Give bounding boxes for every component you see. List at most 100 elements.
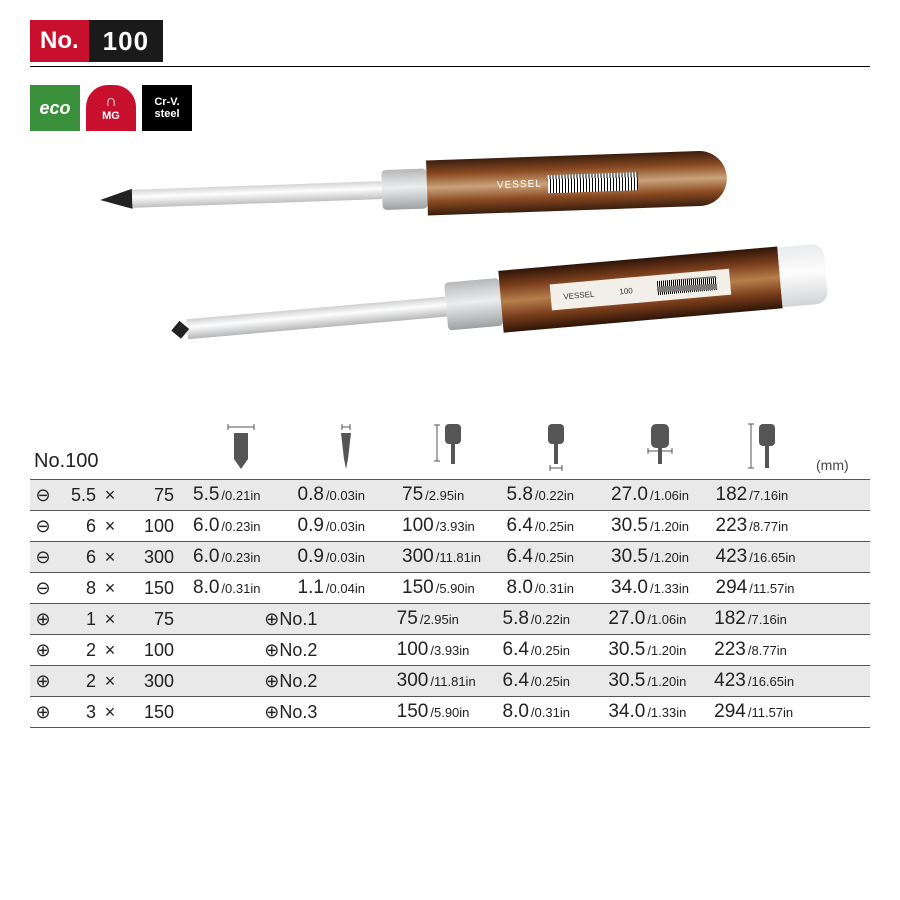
crv-steel-badge: Cr-V. steel [142, 85, 192, 131]
row-label: ⊖5.5×75 [34, 485, 189, 506]
merged-tip-spec: ⊕No.1 [189, 609, 393, 630]
value-mm: 30.5 [611, 546, 648, 568]
value-in: /0.23in [221, 519, 260, 534]
col-overall-len [712, 421, 817, 473]
size-b: 150 [124, 578, 174, 599]
spec-cell: 294/11.57in [712, 577, 817, 599]
value-in: /7.16in [749, 488, 788, 503]
value-in: /1.33in [647, 705, 686, 720]
flat-screwdriver: VESSEL [99, 150, 728, 227]
value-mm: 6.4 [507, 546, 533, 568]
col-shaft-dia [503, 421, 608, 473]
size-b: 150 [124, 702, 174, 723]
shaft [186, 297, 447, 340]
value-mm: 182 [714, 608, 746, 630]
value-in: /1.20in [647, 674, 686, 689]
value-in: /0.31in [531, 705, 570, 720]
table-row: ⊖6×1006.0/0.23in0.9/0.03in100/3.93in6.4/… [30, 510, 870, 541]
row-label: ⊕1×75 [34, 609, 189, 630]
divider [30, 66, 870, 67]
times: × [100, 609, 120, 630]
value-in: /0.03in [326, 550, 365, 565]
spec-cell: 8.0/0.31in [189, 577, 294, 599]
spec-cell: 6.4/0.25in [503, 546, 608, 568]
spec-cell: 300/11.81in [398, 546, 503, 568]
spec-cell: 27.0/1.06in [604, 608, 710, 630]
value-mm: 423 [716, 546, 748, 568]
value-in: /0.31in [535, 581, 574, 596]
spec-cell: 30.5/1.20in [607, 515, 712, 537]
tip-symbol: ⊖ [34, 485, 52, 506]
value-in: /8.77in [748, 643, 787, 658]
value-in: /1.06in [647, 612, 686, 627]
value-mm: 5.5 [193, 484, 219, 506]
magnetic-badge: ∩ MG [86, 85, 136, 131]
merged-tip-spec: ⊕No.3 [189, 702, 393, 723]
value-mm: 0.9 [298, 515, 324, 537]
value-in: /0.22in [535, 488, 574, 503]
spec-cell: 182/7.16in [712, 484, 817, 506]
spec-table-body: ⊖5.5×755.5/0.21in0.8/0.03in75/2.95in5.8/… [30, 479, 870, 728]
value-mm: 30.5 [608, 670, 645, 692]
size-b: 100 [124, 516, 174, 537]
shaft-dia-icon [538, 421, 572, 471]
value-in: /3.93in [436, 519, 475, 534]
value-mm: 6.4 [503, 670, 529, 692]
size-a: 8 [56, 578, 96, 599]
tip-symbol: ⊖ [34, 516, 52, 537]
col-blade-len [398, 421, 503, 473]
table-row: ⊖5.5×755.5/0.21in0.8/0.03in75/2.95in5.8/… [30, 479, 870, 510]
value-in: /1.06in [650, 488, 689, 503]
value-in: /3.93in [430, 643, 469, 658]
crv-line2: steel [154, 108, 179, 120]
spec-cell: 75/2.95in [398, 484, 503, 506]
spec-cell: 34.0/1.33in [604, 701, 710, 723]
model-text: 100 [619, 286, 633, 296]
value-mm: 30.5 [608, 639, 645, 661]
row-label: ⊕2×100 [34, 640, 189, 661]
tip-symbol: ⊕ [34, 609, 52, 630]
table-row: ⊖8×1508.0/0.31in1.1/0.04in150/5.90in8.0/… [30, 572, 870, 603]
value-mm: 5.8 [503, 608, 529, 630]
spec-cell: 6.4/0.25in [503, 515, 608, 537]
size-b: 300 [124, 671, 174, 692]
value-in: /5.90in [430, 705, 469, 720]
value-mm: 150 [402, 577, 434, 599]
col-tip-thick [294, 421, 399, 473]
tip-symbol: ⊖ [34, 578, 52, 599]
spec-cell: 30.5/1.20in [604, 639, 710, 661]
table-row: ⊕2×100⊕No.2100/3.93in6.4/0.25in30.5/1.20… [30, 634, 870, 665]
times: × [100, 640, 120, 661]
spec-table-header: No.100 [30, 421, 870, 479]
spec-cell: 6.4/0.25in [499, 639, 605, 661]
tip-symbol: ⊕ [34, 671, 52, 692]
times: × [100, 485, 120, 506]
spec-table: No.100 [30, 421, 870, 728]
handle-dia-icon [642, 421, 676, 471]
row-label: ⊕3×150 [34, 702, 189, 723]
value-in: /8.77in [749, 519, 788, 534]
value-in: /16.65in [748, 674, 794, 689]
merged-tip-spec: ⊕No.2 [189, 671, 393, 692]
size-a: 6 [56, 547, 96, 568]
value-mm: 34.0 [611, 577, 648, 599]
row-label: ⊖8×150 [34, 578, 189, 599]
spec-cell: 223/8.77in [712, 515, 817, 537]
value-mm: 75 [397, 608, 418, 630]
mg-text: MG [102, 110, 120, 122]
spec-cell: 423/16.65in [712, 546, 817, 568]
value-in: /0.22in [531, 612, 570, 627]
tip-symbol: ⊖ [34, 547, 52, 568]
table-row: ⊖6×3006.0/0.23in0.9/0.03in300/11.81in6.4… [30, 541, 870, 572]
magnet-icon: ∩ [105, 94, 117, 110]
value-in: /1.33in [650, 581, 689, 596]
value-mm: 100 [397, 639, 429, 661]
value-mm: 423 [714, 670, 746, 692]
size-a: 2 [56, 640, 96, 661]
value-mm: 6.0 [193, 546, 219, 568]
overall-len-icon [747, 421, 781, 471]
value-mm: 8.0 [503, 701, 529, 723]
tip-width-icon [224, 421, 258, 471]
value-mm: 182 [716, 484, 748, 506]
times: × [100, 702, 120, 723]
